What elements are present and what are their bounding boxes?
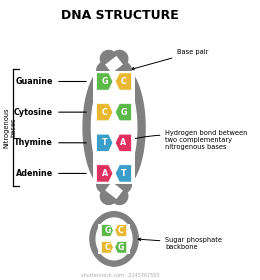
Polygon shape — [96, 218, 132, 260]
Polygon shape — [115, 134, 132, 151]
Polygon shape — [97, 165, 113, 182]
Polygon shape — [115, 165, 132, 182]
Polygon shape — [97, 73, 113, 90]
Polygon shape — [97, 134, 113, 151]
Text: Sugar phosphate
backbone: Sugar phosphate backbone — [138, 237, 222, 249]
Text: C: C — [120, 77, 126, 86]
Text: Nitrogenous
bases: Nitrogenous bases — [3, 107, 16, 148]
Text: G: G — [120, 108, 127, 117]
Text: Cytosine: Cytosine — [14, 108, 86, 117]
Text: Hydrogen bond between
two complementary
nitrogenous bases: Hydrogen bond between two complementary … — [119, 130, 248, 150]
Polygon shape — [97, 104, 113, 121]
Text: C: C — [105, 243, 110, 252]
Polygon shape — [115, 104, 132, 121]
Text: A: A — [102, 169, 108, 178]
Polygon shape — [101, 241, 113, 253]
Polygon shape — [115, 241, 127, 253]
Text: Guanine: Guanine — [16, 77, 86, 86]
Text: DNA STRUCTURE: DNA STRUCTURE — [61, 9, 179, 22]
Polygon shape — [101, 225, 113, 236]
Text: Adenine: Adenine — [16, 169, 86, 178]
Text: A: A — [120, 138, 127, 147]
Text: T: T — [102, 138, 108, 147]
Polygon shape — [115, 73, 132, 90]
Text: shutterstock.com · 2145767555: shutterstock.com · 2145767555 — [81, 273, 159, 278]
Text: Base pair: Base pair — [131, 49, 209, 70]
Text: G: G — [101, 77, 108, 86]
Text: Thymine: Thymine — [14, 138, 86, 147]
Polygon shape — [115, 225, 127, 236]
Text: C: C — [102, 108, 108, 117]
Text: T: T — [121, 169, 126, 178]
Text: G: G — [118, 243, 124, 252]
Polygon shape — [92, 70, 137, 185]
Text: G: G — [104, 226, 111, 235]
Text: C: C — [118, 226, 124, 235]
